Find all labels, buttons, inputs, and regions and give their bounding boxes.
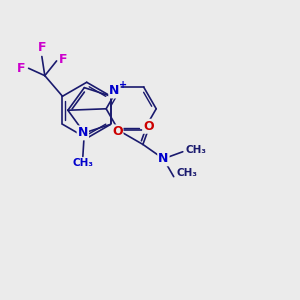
- Text: N: N: [78, 126, 88, 140]
- Text: +: +: [119, 80, 127, 90]
- Text: F: F: [38, 41, 46, 54]
- Text: F: F: [59, 53, 68, 66]
- Text: CH₃: CH₃: [72, 158, 93, 168]
- Text: N: N: [109, 85, 120, 98]
- Text: O: O: [112, 125, 122, 138]
- Text: O: O: [143, 120, 154, 133]
- Text: CH₃: CH₃: [185, 145, 206, 155]
- Text: N: N: [158, 152, 169, 165]
- Text: CH₃: CH₃: [176, 168, 197, 178]
- Text: F: F: [16, 62, 25, 75]
